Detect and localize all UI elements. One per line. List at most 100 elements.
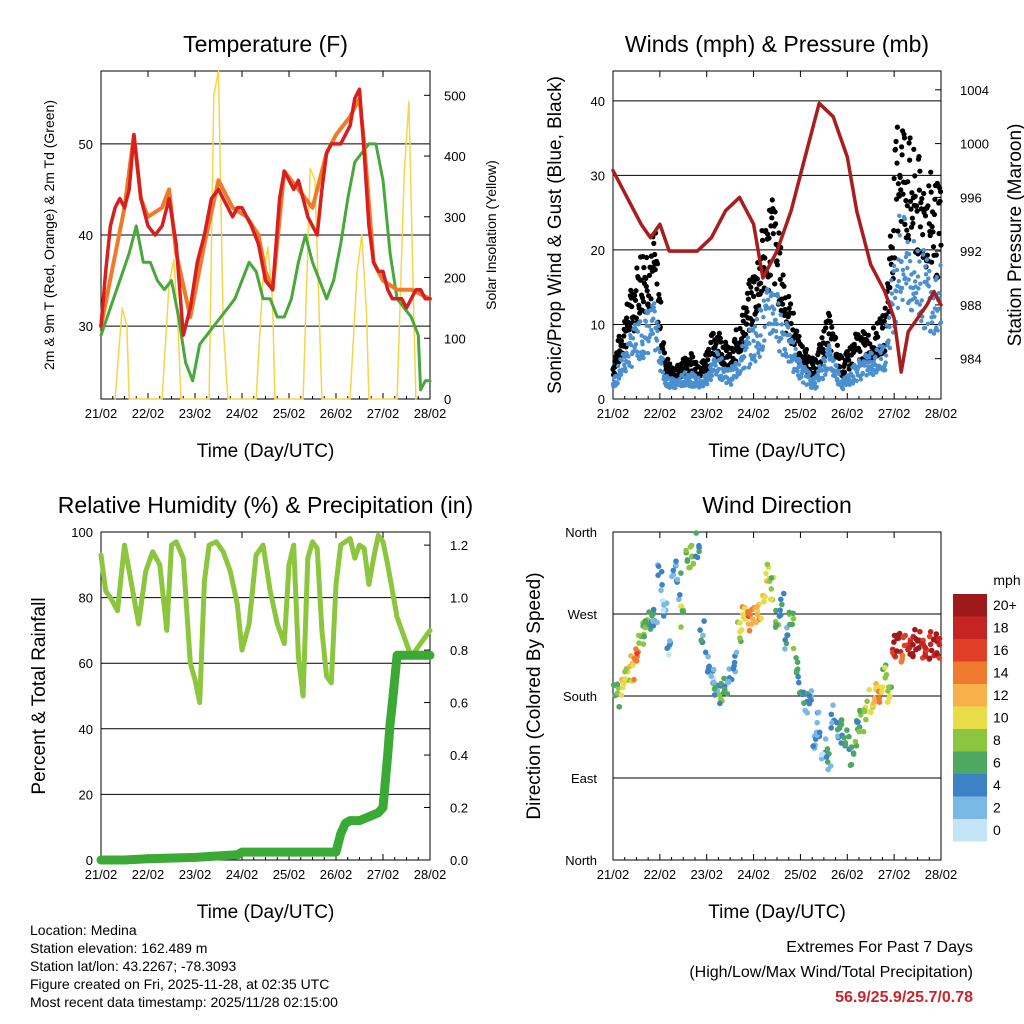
wind-direction-point [779,601,785,608]
wind-speed-point [651,305,656,310]
wind-direction-point [778,596,784,603]
wind-speed-point [774,335,779,340]
wind-speed-point [774,321,780,327]
wind-speed-point [936,306,941,311]
wind-gust-point [695,364,701,370]
wind-direction-point [768,586,775,592]
wind-gust-point [926,183,932,189]
panel2-xtick-label-22-02: 22/02 [644,406,677,421]
wind-direction-point [860,728,867,735]
wind-gust-point [895,181,902,187]
wind-direction-point [760,599,767,605]
wind-speed-point [778,312,783,317]
wind-speed-point [896,279,901,284]
wind-speed-point [782,347,788,352]
wind-gust-point [898,187,904,193]
wind-speed-point [795,368,800,374]
wind-speed-point [757,354,762,359]
wind-gust-point [777,276,783,282]
wind-direction-point [616,704,623,710]
wind-direction-point [786,609,793,616]
wind-speed-point [688,379,693,384]
wind-speed-point [736,362,742,367]
wind-gust-point [627,324,633,330]
wind-direction-point [708,673,714,679]
panel4-xtick-label-27-02: 27/02 [878,867,911,882]
wind-gust-point [823,325,829,331]
wind-direction-point [630,662,636,668]
wind-direction-point [661,602,667,608]
wind-speed-point [812,380,818,386]
wind-speed-point [897,233,902,238]
wind-speed-point [659,361,664,366]
wind-direction-point [763,570,769,577]
wind-direction-point [696,548,702,555]
wind-gust-point [748,290,754,296]
wind-speed-point [904,281,909,286]
panel1-xtick-label-28-02: 28/02 [414,406,447,421]
wind-direction-point [804,710,810,716]
wind-gust-point [780,301,786,307]
wind-gust-point [780,272,786,278]
wind-speed-point [650,331,655,336]
wind-direction-point [673,558,679,564]
wind-speed-point [914,290,919,296]
wind-speed-point [922,325,928,331]
wind-speed-point [938,263,943,268]
wind-direction-point [692,553,699,560]
wind-gust-point [658,299,664,305]
wind-gust-point [907,135,913,141]
wind-gust-point [644,288,650,294]
wind-speed-point [898,289,903,294]
panel3-ytick-right-label-0-4: 0.4 [450,748,468,763]
wind-speed-point [883,360,888,365]
wind-speed-point [629,342,634,348]
wind-gust-point [804,359,810,365]
wind-speed-point [919,298,924,303]
wind-direction-point [847,762,854,769]
wind-gust-point [932,196,938,202]
wind-speed-point [916,286,921,291]
wind-gust-point [912,173,918,179]
wind-gust-point [751,293,757,299]
wind-direction-point [854,719,860,725]
wind-speed-point [709,373,715,378]
wind-direction-point [913,646,919,653]
wind-speed-point [651,316,656,321]
wind-direction-point [749,621,755,627]
wind-gust-point [743,321,750,327]
extremes-subtitle: (High/Low/Max Wind/Total Precipitation) [689,964,973,981]
panel2-ytick-label-40: 40 [591,94,605,109]
wind-direction-point [912,626,918,633]
wind-gust-point [652,267,658,273]
wind-direction-point [634,650,640,657]
data-timestamp: Most recent data timestamp: 2025/11/28 0… [30,994,338,1010]
wind-gust-point [907,198,914,204]
wind-direction-point [658,568,665,575]
wind-gust-point [772,209,778,215]
panel4-ytick-label-1: East [571,771,597,786]
wind-direction-point [738,627,745,633]
wind-speed-point [914,299,920,304]
wind-speed-point [652,301,657,306]
wind-gust-point [667,361,673,367]
panel2-ytick-label-10: 10 [591,317,605,332]
wind-speed-point [905,239,910,245]
wind-direction-point [933,631,940,637]
wind-direction-point [670,567,677,574]
wind-gust-point [625,319,632,325]
panel2-ytick-right-label-1000: 1000 [960,137,989,152]
panel3-ytick-label-60: 60 [79,656,93,671]
wind-speed-point [868,359,873,365]
wind-speed-point [744,345,749,350]
wind-direction-point [795,674,801,680]
wind-speed-point [763,306,768,312]
wind-direction-point [721,675,727,682]
wind-gust-point [654,261,661,267]
extremes-title: Extremes For Past 7 Days [786,939,973,956]
wind-gust-point [919,196,925,202]
wind-gust-point [924,252,931,258]
wind-speed-point [787,332,792,337]
wind-gust-point [767,272,774,278]
wind-gust-point [716,330,723,336]
